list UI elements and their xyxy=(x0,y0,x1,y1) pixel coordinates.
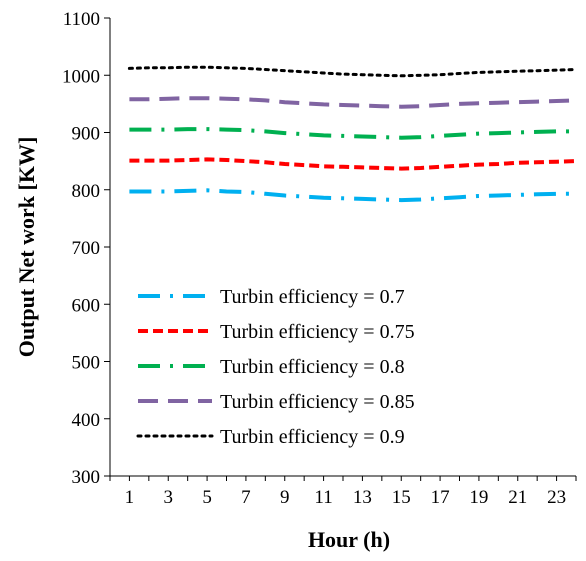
x-tick-label: 5 xyxy=(202,487,212,508)
x-tick-label: 9 xyxy=(280,487,290,508)
x-tick-label: 7 xyxy=(241,487,251,508)
series-line-2 xyxy=(129,157,577,171)
x-tick-label: 17 xyxy=(431,487,450,508)
x-tick-label: 11 xyxy=(314,487,332,508)
y-tick-label: 400 xyxy=(72,410,101,431)
legend-label-3: Turbin efficiency = 0.8 xyxy=(220,356,405,378)
legend-label-4: Turbin efficiency = 0.85 xyxy=(220,391,415,413)
series-line-5 xyxy=(127,65,578,78)
x-tick-label: 3 xyxy=(164,487,174,508)
x-tick-label: 21 xyxy=(508,487,527,508)
y-tick-label: 800 xyxy=(72,181,101,202)
y-tick-label: 600 xyxy=(72,295,101,316)
x-tick-label: 13 xyxy=(353,487,372,508)
y-tick-label: 1000 xyxy=(62,66,100,87)
y-axis-title: Output Net work [KW] xyxy=(14,137,39,358)
legend-label-2: Turbin efficiency = 0.75 xyxy=(220,321,415,343)
series-line-3 xyxy=(129,127,576,140)
series-line-1 xyxy=(129,188,576,203)
y-tick-label: 700 xyxy=(72,238,101,259)
x-tick-label: 1 xyxy=(125,487,135,508)
x-tick-label: 19 xyxy=(469,487,488,508)
y-tick-label: 900 xyxy=(72,124,101,145)
series-line-4 xyxy=(129,96,577,109)
series-lines xyxy=(127,65,578,203)
x-axis-title: Hour (h) xyxy=(308,527,390,552)
x-tick-label: 15 xyxy=(392,487,411,508)
x-tick-label: 23 xyxy=(547,487,566,508)
y-tick-label: 1100 xyxy=(63,9,100,30)
legend-label-1: Turbin efficiency = 0.7 xyxy=(220,286,405,308)
y-tick-label: 500 xyxy=(72,353,101,374)
legend-label-5: Turbin efficiency = 0.9 xyxy=(220,426,405,448)
y-tick-label: 300 xyxy=(72,467,101,488)
legend: Turbin efficiency = 0.7 Turbin efficiency… xyxy=(136,286,415,448)
